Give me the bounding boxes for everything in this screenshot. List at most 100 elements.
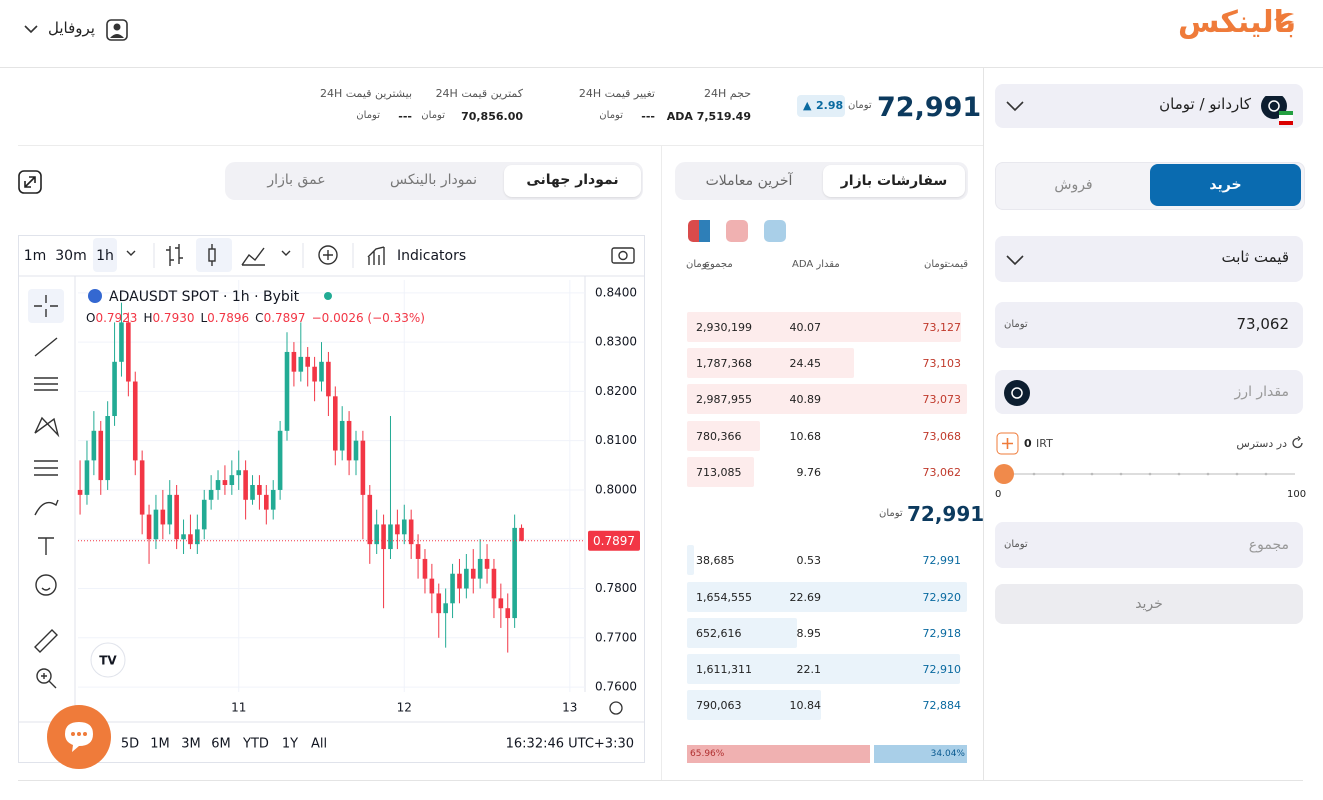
interval-button[interactable]: 30m [55,248,86,264]
row-price: 72,920 [922,591,962,604]
range-button[interactable]: 5D [121,737,139,752]
active-tab[interactable] [823,165,965,197]
legend-item: 0.7930 [152,311,194,325]
market-name[interactable]: کاردانو / تومان [1159,95,1251,113]
range-button[interactable]: 1M [150,737,170,752]
order-type[interactable]: قیمت ثابت [1221,248,1289,266]
candle-body [374,524,379,545]
row-amount: 9.76 [796,466,822,479]
depth-bar [687,348,855,378]
range-button[interactable]: 3M [181,737,201,752]
indicators-button[interactable]: Indicators [397,248,466,264]
ratio-bar [687,745,870,763]
deposit-button[interactable] [996,432,1020,456]
candle-body [395,524,400,535]
total-placeholder[interactable]: مجموع [1248,537,1289,553]
slider-min: 0 [995,489,1002,500]
profile-menu[interactable] [22,18,132,42]
active-tab[interactable] [504,165,641,197]
side-tab[interactable]: خرید [1209,177,1242,193]
row-total: 38,685 [696,554,735,567]
logo[interactable]: بالینکس [1178,5,1297,40]
row-amount: 0.53 [796,554,822,567]
candle-body [367,494,373,545]
currency: تومان [356,110,380,121]
x-tick-label: 12 [397,701,412,715]
amount-input[interactable] [995,370,1303,414]
candle-body [484,558,490,569]
candle-body [167,494,173,525]
market-icons [1006,96,1293,125]
stat-value: --- [398,110,412,123]
range-button[interactable]: 1Y [282,737,298,752]
depth-bar [687,582,967,612]
range-button[interactable]: YTD [242,737,269,752]
tab[interactable]: سفارشات بازار [840,173,948,189]
available-label: در دسترس [1236,437,1287,450]
view-toggles[interactable] [688,219,788,243]
stat-label: حجم 24H [704,87,751,100]
ratio-bar [873,745,967,763]
order-type-select[interactable] [995,236,1303,282]
candle-body [222,480,228,486]
candle-body [464,568,469,589]
side-tab[interactable]: فروش [1054,177,1093,193]
symbol-icon [88,289,102,303]
candle-body [346,420,352,461]
divider [18,145,983,146]
candle-body [457,573,462,589]
y-tick-label: 0.7700 [595,630,637,644]
last-price-label: 0.7897 [593,534,635,548]
chart-tab: نمودار جهانی [526,172,619,188]
row-total: 713,085 [696,466,742,479]
market-select[interactable] [995,84,1303,128]
y-tick-label: 0.7800 [595,581,637,595]
candle-body [298,356,304,372]
interval-button[interactable]: 1m [24,248,47,264]
row-price: 73,127 [922,321,962,334]
row-total: 790,063 [696,699,742,712]
available-value: 0 [1024,437,1032,450]
legend-item: 0.7896 [207,311,249,325]
candle-body [160,509,166,525]
depth-bar [687,690,821,720]
candle-body [381,524,386,550]
total-input[interactable] [995,522,1303,568]
divider [18,780,1303,781]
range-button[interactable]: All [311,737,327,752]
interval-button[interactable]: 1h [96,248,114,264]
expand-button[interactable] [18,170,44,196]
col-header: مقدار ADA [792,259,840,270]
range-button[interactable]: 6M [211,737,231,752]
profile-label[interactable]: پروفایل [48,19,95,37]
row-amount: 40.07 [789,321,822,334]
tab[interactable]: آخرین معاملات [705,173,793,189]
candle-body [146,514,152,540]
chart-widget [18,235,645,763]
y-tick-label: 0.7600 [595,680,637,694]
row-price: 73,062 [922,466,962,479]
amount-placeholder[interactable]: مقدار ارز [1234,384,1289,400]
depth-bar [687,654,960,684]
row-amount: 10.68 [789,430,822,443]
mid-price: 72,991 [907,502,985,526]
chat-button[interactable] [46,704,112,770]
depth-bar [687,312,962,342]
candle-body [243,470,248,500]
candle-body [91,430,97,461]
row-total: 1,787,368 [696,357,752,370]
slider[interactable] [993,462,1299,486]
row-amount: 24.45 [789,357,822,370]
submit-label[interactable]: خرید [1135,596,1163,612]
candle-body [332,396,338,451]
candle-body [312,366,317,382]
candle-body [401,519,407,535]
active-side[interactable] [1150,164,1301,206]
price-input[interactable] [995,302,1303,348]
price-value[interactable]: 73,062 [1236,315,1290,333]
row-amount: 8.95 [796,627,822,640]
submit-button[interactable] [995,584,1303,624]
status-dot [324,292,332,300]
candle-body [491,568,497,599]
refresh-icon[interactable] [1291,436,1305,450]
